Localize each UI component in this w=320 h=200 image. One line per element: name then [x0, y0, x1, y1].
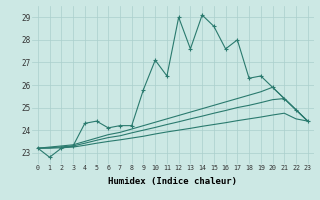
X-axis label: Humidex (Indice chaleur): Humidex (Indice chaleur)	[108, 177, 237, 186]
